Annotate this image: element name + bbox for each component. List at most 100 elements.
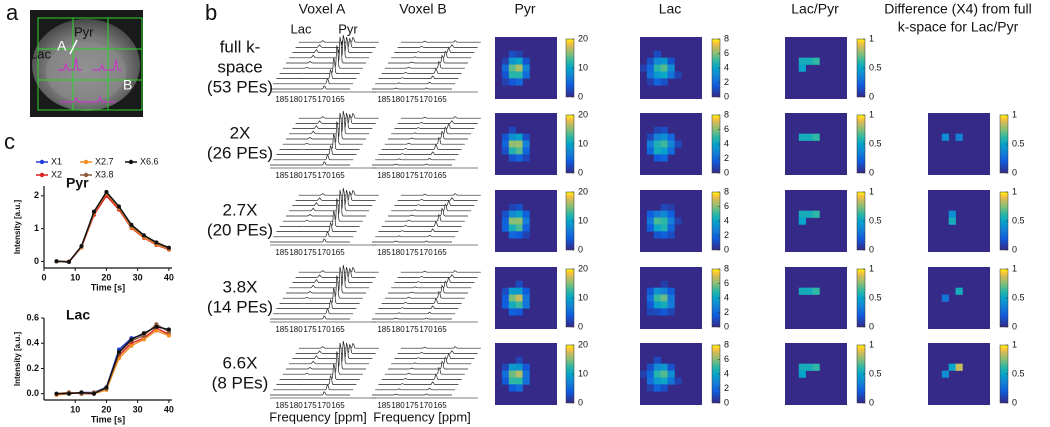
colorbar-tick-label: 0 bbox=[724, 321, 729, 331]
heatmap-cell bbox=[653, 210, 661, 218]
data-point bbox=[154, 240, 159, 245]
data-point bbox=[104, 189, 109, 194]
data-point bbox=[154, 324, 159, 329]
heatmap-cell bbox=[646, 133, 655, 141]
spectrum-trace bbox=[298, 342, 379, 349]
spectrum-trace bbox=[298, 36, 379, 43]
legend-marker bbox=[39, 172, 45, 178]
heatmap-cell bbox=[667, 231, 675, 239]
spectrum-trace bbox=[270, 391, 350, 396]
spectrum-tick-label: 180 bbox=[391, 248, 405, 257]
heatmap-cell bbox=[501, 71, 510, 79]
colorbar-tick-label: 1 bbox=[1012, 109, 1017, 119]
spectrum-trace bbox=[276, 68, 357, 79]
heatmap-cell bbox=[805, 363, 813, 371]
heatmap-cell bbox=[515, 71, 523, 79]
heatmap-cell bbox=[508, 384, 516, 392]
colorbar-tick-label: 0 bbox=[869, 91, 874, 101]
heatmap-cell bbox=[660, 71, 668, 79]
data-line bbox=[56, 194, 170, 263]
legend-marker bbox=[83, 172, 89, 178]
row-label: (53 PEs) bbox=[207, 77, 273, 96]
spectrum-tick-label: 165 bbox=[433, 171, 447, 180]
colorbar-tick-label: 20 bbox=[578, 33, 588, 43]
heatmap-cell bbox=[660, 154, 668, 162]
spectrum-trace bbox=[378, 151, 459, 155]
colorbar-tick-label: 0 bbox=[724, 167, 729, 177]
heatmap-cell bbox=[508, 140, 516, 148]
spectrum-trace bbox=[384, 366, 465, 375]
heatmap-cell bbox=[667, 147, 675, 155]
x-tick-label: 40 bbox=[164, 272, 174, 282]
heatmap-cell bbox=[653, 71, 661, 79]
heatmap-cell bbox=[798, 64, 806, 72]
spectrum-tick-label: 185 bbox=[275, 248, 289, 257]
legend-label: X3.8 bbox=[95, 169, 114, 179]
colorbar-tick-label: 0 bbox=[1012, 244, 1017, 254]
heatmap-cell bbox=[508, 308, 516, 316]
heatmap-cell bbox=[515, 224, 523, 232]
spectrum-trace bbox=[394, 47, 475, 53]
heatmap-cell bbox=[640, 64, 648, 72]
heatmap-bg bbox=[785, 37, 847, 99]
heatmap-cell bbox=[515, 57, 523, 65]
colorbar-tick-label: 1 bbox=[869, 33, 874, 43]
y-tick-label: 1 bbox=[34, 223, 39, 233]
spectrum-tick-label: 170 bbox=[317, 401, 331, 410]
heatmap-cell bbox=[667, 308, 675, 316]
column-header: Lac/Pyr bbox=[791, 1, 839, 17]
spectrum-trace bbox=[286, 112, 366, 140]
colorbar-tick-label: 0.5 bbox=[1012, 292, 1025, 302]
spectrum-trace bbox=[400, 40, 481, 43]
spectrum-tick-label: 165 bbox=[331, 401, 345, 410]
heatmap-cell bbox=[798, 210, 806, 218]
data-line bbox=[56, 190, 170, 263]
colorbar-tick-label: 10 bbox=[578, 138, 588, 148]
spectrum-tick-label: 175 bbox=[303, 401, 317, 410]
spectrum-tick-label: 170 bbox=[317, 325, 331, 334]
heatmap-cell bbox=[501, 57, 510, 65]
colorbar-tick-label: 0.5 bbox=[869, 62, 882, 72]
spectrum-tick-label: 165 bbox=[433, 325, 447, 334]
heatmap-cell bbox=[660, 301, 668, 309]
spectrum-tick-label: 170 bbox=[419, 248, 433, 257]
data-point bbox=[166, 333, 171, 338]
heatmap-cell bbox=[941, 370, 949, 378]
legend-label: X1 bbox=[51, 156, 62, 166]
heatmap-cell bbox=[515, 287, 523, 295]
spectrum-trace bbox=[400, 270, 481, 273]
spectrum-trace bbox=[279, 210, 360, 227]
colorbar-tick-label: 0.5 bbox=[869, 292, 882, 302]
heatmap-cell bbox=[653, 294, 661, 302]
spectrum-trace bbox=[394, 200, 475, 206]
colorbar-tick-label: 20 bbox=[578, 186, 588, 196]
spectrum-trace bbox=[372, 163, 452, 166]
heatmap-cell bbox=[798, 370, 806, 378]
spectrum-tick-label: 170 bbox=[317, 171, 331, 180]
spectrum-tick-label: 185 bbox=[275, 171, 289, 180]
heatmap-cell bbox=[660, 377, 668, 385]
heatmap-cell bbox=[798, 363, 806, 371]
heatmap-cell bbox=[667, 301, 675, 309]
spectrum-trace bbox=[292, 266, 373, 283]
data-line bbox=[56, 324, 170, 395]
colorbar-tick-label: 0 bbox=[578, 321, 583, 331]
heatmap-cell bbox=[660, 217, 668, 225]
spectrum-tick-label: 180 bbox=[391, 95, 405, 104]
heatmap-cell bbox=[501, 64, 510, 72]
column-header: k-space for Lac/Pyr bbox=[898, 19, 1019, 35]
heatmap-cell bbox=[660, 140, 668, 148]
heatmap-cell bbox=[508, 217, 516, 225]
heatmap-cell bbox=[501, 301, 510, 309]
heatmap-cell bbox=[653, 377, 661, 385]
spectrum-trace bbox=[378, 75, 459, 79]
panel-label: b bbox=[205, 0, 217, 25]
colorbar-tick-label: 0 bbox=[578, 91, 583, 101]
data-point bbox=[129, 343, 134, 348]
spectrum-trace bbox=[292, 189, 373, 206]
heatmap-cell bbox=[948, 217, 956, 225]
colorbar-tick-label: 1 bbox=[869, 263, 874, 273]
heatmap-cell bbox=[508, 64, 516, 72]
colorbar-tick-label: 1 bbox=[869, 109, 874, 119]
